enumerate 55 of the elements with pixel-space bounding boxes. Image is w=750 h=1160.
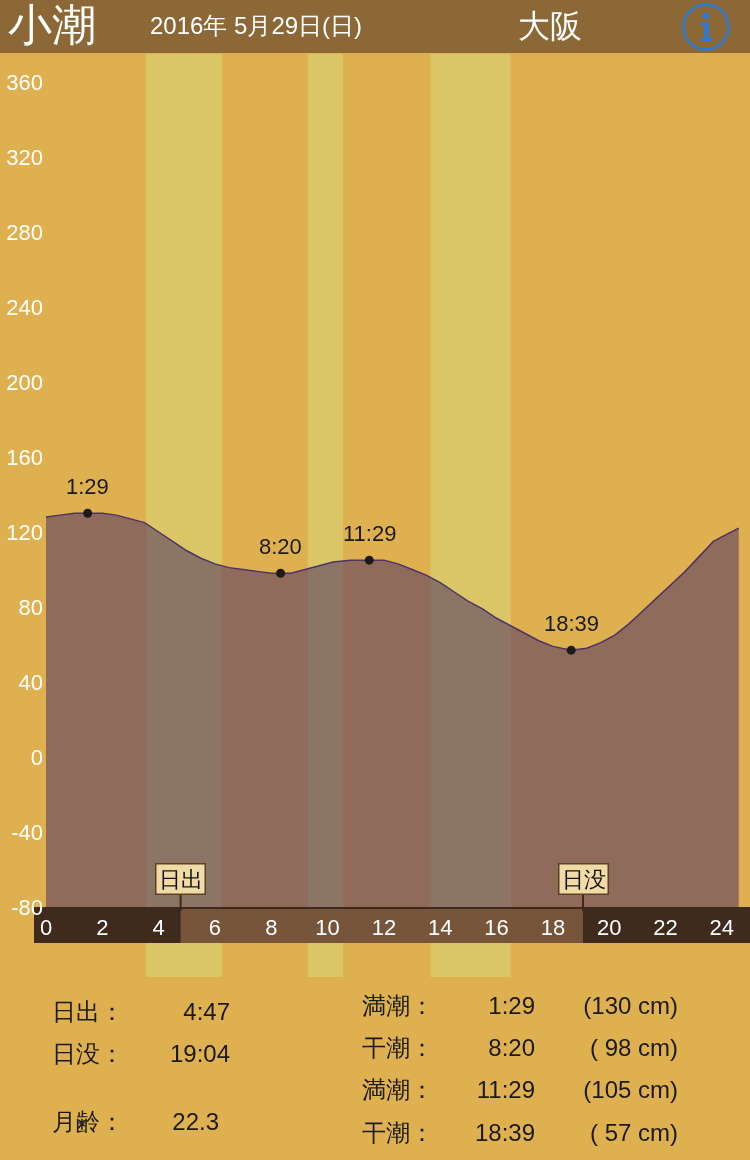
- x-tick-label: 24: [709, 915, 735, 941]
- y-tick-label: 160: [6, 444, 43, 470]
- text: 4:47: [183, 998, 230, 1026]
- text: (105 cm): [583, 1076, 678, 1104]
- text: 満潮：: [362, 1076, 434, 1104]
- text: 満潮：: [362, 992, 434, 1020]
- y-tick-label: -40: [11, 819, 43, 845]
- annotation: 8:20: [259, 534, 302, 559]
- chart-subtitle: 2016年 5月29日(日): [150, 12, 363, 40]
- x-tick-label: 20: [596, 915, 622, 941]
- text: 22.3: [172, 1108, 219, 1136]
- text: 日出：: [52, 998, 124, 1026]
- chart-title: 小潮: [8, 0, 96, 51]
- x-tick-label: 6: [208, 915, 222, 941]
- point: [566, 645, 576, 655]
- y-tick-label: 240: [6, 294, 43, 320]
- text: 月齢：: [52, 1108, 124, 1136]
- text: 大阪: [518, 8, 582, 45]
- annotation: 1:29: [66, 474, 109, 499]
- y-tick-label: 0: [30, 744, 43, 770]
- x-tick-label: 22: [653, 915, 678, 941]
- point: [83, 508, 93, 518]
- text: (130 cm): [583, 992, 678, 1020]
- y-tick-label: 320: [6, 144, 43, 170]
- text: ( 98 cm): [589, 1034, 678, 1062]
- x-tick-label: 2: [96, 915, 109, 941]
- x-tick-label: 18: [540, 915, 566, 941]
- x-tick-label: 16: [484, 915, 509, 941]
- text: 19:04: [169, 1040, 230, 1068]
- text: 日没：: [52, 1040, 124, 1068]
- text: 1:29: [488, 992, 535, 1020]
- x-tick-label: 12: [371, 915, 397, 941]
- x-tick-label: 14: [428, 915, 453, 941]
- text: ( 57 cm): [589, 1119, 678, 1147]
- ref-line-label: 日出: [158, 866, 203, 892]
- y-tick-label: 120: [6, 519, 43, 545]
- y-tick-label: 200: [6, 369, 43, 395]
- y-tick-label: 280: [6, 219, 43, 245]
- y-tick-label: 80: [18, 594, 43, 620]
- ref-line-label: 日没: [561, 866, 606, 892]
- point: [364, 555, 374, 565]
- y-tick-label: 40: [18, 669, 43, 695]
- text: 11:29: [476, 1076, 535, 1104]
- x-tick-label: 8: [265, 915, 278, 941]
- y-tick-label: -80: [11, 894, 43, 920]
- text: 18:39: [474, 1119, 535, 1147]
- annotation: 11:29: [343, 521, 397, 546]
- text: 干潮：: [362, 1119, 434, 1147]
- annotation: 18:39: [544, 611, 600, 636]
- text: 干潮：: [362, 1034, 434, 1062]
- x-tick-label: 4: [152, 915, 165, 941]
- text: 8:20: [488, 1034, 535, 1062]
- x-tick-label: 10: [315, 915, 340, 941]
- point: [276, 568, 286, 578]
- y-tick-label: 360: [6, 69, 43, 95]
